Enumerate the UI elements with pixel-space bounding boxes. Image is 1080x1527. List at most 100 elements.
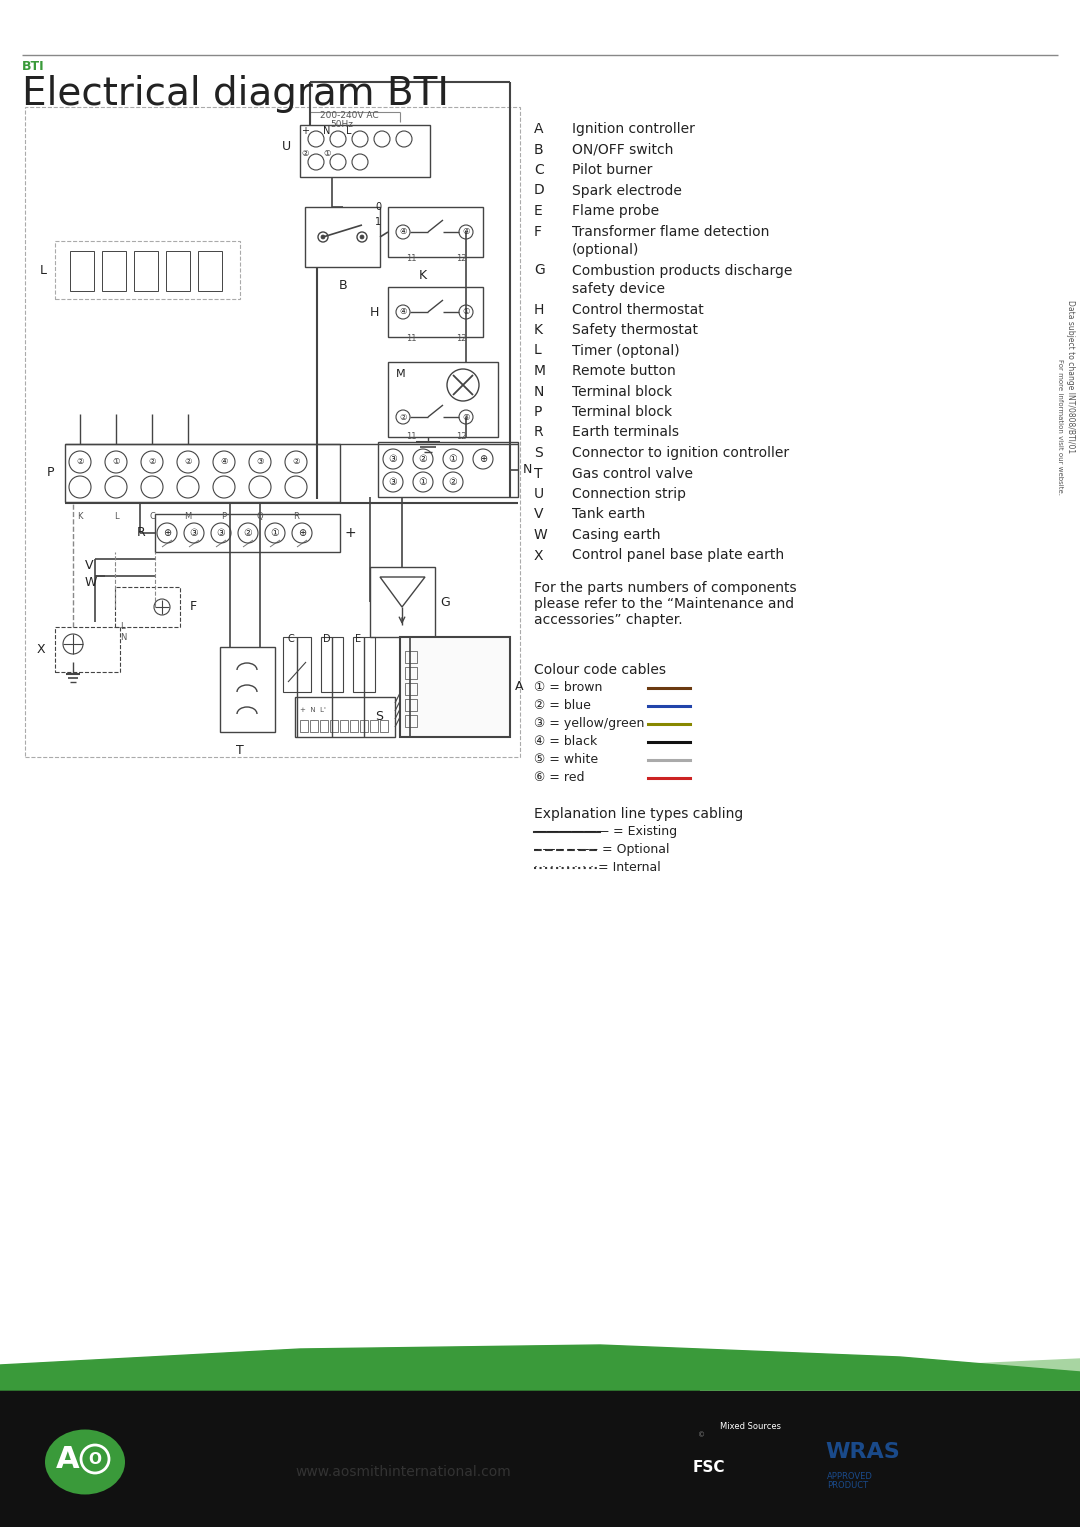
Bar xyxy=(380,721,388,731)
Text: R: R xyxy=(293,512,299,521)
Text: 11: 11 xyxy=(406,253,417,263)
Text: L: L xyxy=(534,344,542,357)
Text: ②: ② xyxy=(293,458,300,467)
Text: P: P xyxy=(534,405,542,418)
Text: L: L xyxy=(113,512,119,521)
Text: 0: 0 xyxy=(375,202,381,212)
Text: ⊕: ⊕ xyxy=(478,454,487,464)
Text: Gas control valve: Gas control valve xyxy=(572,467,693,481)
Bar xyxy=(685,1409,800,1509)
Bar xyxy=(25,107,519,757)
Text: +: + xyxy=(345,525,356,541)
Text: ④: ④ xyxy=(220,458,228,467)
Text: ②: ② xyxy=(185,458,192,467)
Text: Q: Q xyxy=(257,512,264,521)
Text: H: H xyxy=(370,305,379,319)
Text: Smith: Smith xyxy=(138,1445,257,1480)
Bar xyxy=(295,696,395,738)
Bar xyxy=(405,715,417,727)
Text: ②: ② xyxy=(419,454,428,464)
Bar xyxy=(300,125,430,177)
Text: ①: ① xyxy=(271,528,280,538)
Text: N: N xyxy=(323,127,330,136)
Text: X: X xyxy=(37,643,45,657)
Text: Control thermostat: Control thermostat xyxy=(572,302,704,316)
Bar xyxy=(321,637,343,692)
Bar xyxy=(102,250,126,292)
Polygon shape xyxy=(0,1345,1080,1390)
Text: - - - - - - - - = Optional: - - - - - - - - = Optional xyxy=(534,843,670,857)
Text: K: K xyxy=(78,512,83,521)
Text: S: S xyxy=(534,446,543,460)
Bar xyxy=(360,721,368,731)
Bar xyxy=(388,362,498,437)
Text: Combustion products discharge: Combustion products discharge xyxy=(572,264,793,278)
Text: V: V xyxy=(85,559,94,573)
Bar xyxy=(370,567,435,637)
Text: Colour code cables: Colour code cables xyxy=(534,663,666,676)
Text: 11: 11 xyxy=(406,334,417,344)
Bar xyxy=(70,250,94,292)
Text: safety device: safety device xyxy=(572,282,665,296)
Text: T: T xyxy=(237,744,244,757)
Text: ②: ② xyxy=(77,458,84,467)
Text: U: U xyxy=(534,487,544,501)
Text: Ignition controller: Ignition controller xyxy=(572,122,694,136)
Bar xyxy=(310,721,318,731)
Text: S: S xyxy=(375,710,383,724)
Text: A: A xyxy=(515,681,524,693)
Text: Spark electrode: Spark electrode xyxy=(572,183,681,197)
Text: ①: ① xyxy=(323,150,330,159)
Text: Connection strip: Connection strip xyxy=(572,487,686,501)
Text: K: K xyxy=(534,324,543,337)
Text: ② = blue: ② = blue xyxy=(534,699,591,712)
Bar xyxy=(55,628,120,672)
Text: Flame probe: Flame probe xyxy=(572,205,659,218)
Text: ①: ① xyxy=(448,454,457,464)
Bar xyxy=(405,699,417,712)
Text: Timer (optonal): Timer (optonal) xyxy=(572,344,679,357)
Circle shape xyxy=(321,235,325,240)
Text: 12: 12 xyxy=(456,432,467,441)
Text: P: P xyxy=(48,467,54,479)
Text: Terminal block: Terminal block xyxy=(572,405,672,418)
Text: ① = brown: ① = brown xyxy=(534,681,603,693)
Text: 11: 11 xyxy=(406,432,417,441)
Text: Remote button: Remote button xyxy=(572,363,676,379)
Text: Terminal block: Terminal block xyxy=(572,385,672,399)
Text: ©: © xyxy=(698,1432,705,1438)
Text: ①: ① xyxy=(462,307,470,316)
Text: F: F xyxy=(534,224,542,238)
Text: ④: ④ xyxy=(400,228,407,237)
Text: C: C xyxy=(288,634,295,644)
Bar xyxy=(353,637,375,692)
Bar xyxy=(400,637,510,738)
Text: ③: ③ xyxy=(217,528,226,538)
Text: K: K xyxy=(419,269,427,282)
Bar xyxy=(350,721,357,731)
Text: www.aosmithinternational.com: www.aosmithinternational.com xyxy=(295,1464,511,1480)
Text: 12: 12 xyxy=(456,253,467,263)
Text: 200-240V AC: 200-240V AC xyxy=(320,111,379,121)
Bar xyxy=(340,721,348,731)
Text: Transformer flame detection: Transformer flame detection xyxy=(572,224,769,238)
Text: B: B xyxy=(339,279,348,292)
Text: M: M xyxy=(534,363,546,379)
Text: L: L xyxy=(120,621,124,631)
Text: A: A xyxy=(56,1445,80,1474)
Text: A: A xyxy=(534,122,543,136)
Text: Connector to ignition controller: Connector to ignition controller xyxy=(572,446,789,460)
Text: 12: 12 xyxy=(456,334,467,344)
Ellipse shape xyxy=(45,1429,125,1495)
Text: Control panel base plate earth: Control panel base plate earth xyxy=(572,548,784,562)
Text: ③: ③ xyxy=(389,476,397,487)
Text: BTI: BTI xyxy=(22,60,44,73)
Bar xyxy=(114,586,180,628)
Text: ③: ③ xyxy=(190,528,199,538)
Text: E: E xyxy=(355,634,361,644)
Text: ②: ② xyxy=(301,150,309,159)
Text: N: N xyxy=(534,385,544,399)
Bar xyxy=(283,637,311,692)
Bar xyxy=(370,721,378,731)
Text: G: G xyxy=(534,264,544,278)
